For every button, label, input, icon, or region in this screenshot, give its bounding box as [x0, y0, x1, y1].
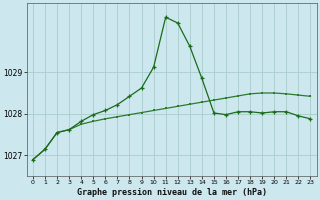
X-axis label: Graphe pression niveau de la mer (hPa): Graphe pression niveau de la mer (hPa) — [77, 188, 267, 197]
